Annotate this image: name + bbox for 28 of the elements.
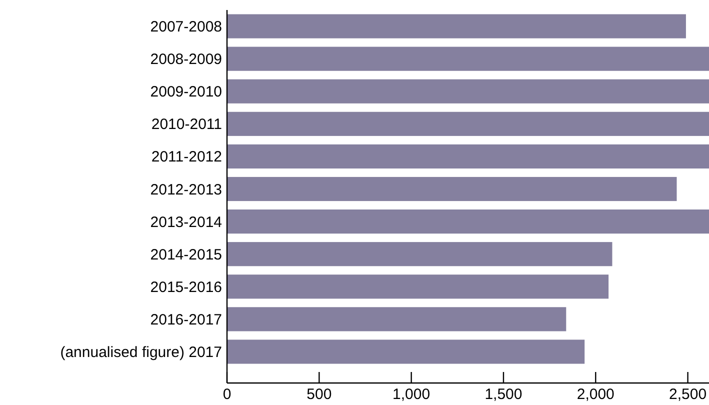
bar	[227, 242, 612, 266]
y-tick-label: 2007-2008	[150, 18, 222, 36]
y-tick-label: (annualised figure) 2017	[60, 344, 222, 361]
bar	[227, 79, 709, 104]
x-tick-label: 0	[222, 386, 232, 403]
y-tick-label: 2016-2017	[150, 311, 222, 328]
x-tick-label: 1,500	[484, 386, 522, 403]
bar	[227, 176, 677, 202]
bar	[227, 112, 709, 136]
bar	[227, 274, 609, 299]
y-tick-label: 2015-2016	[150, 278, 222, 296]
y-tick-label: 2012-2013	[150, 181, 222, 198]
x-tick-label: 1,000	[392, 386, 430, 403]
bar	[227, 14, 686, 38]
bar	[227, 340, 585, 364]
x-tick-label: 500	[306, 386, 332, 403]
y-tick-label: 2011-2012	[151, 148, 222, 166]
y-tick-label: 2008-2009	[150, 51, 222, 68]
y-tick-label: 2013-2014	[150, 214, 222, 231]
bar	[227, 46, 709, 71]
x-tick-label: 2,000	[576, 386, 614, 403]
y-tick-label: 2010-2011	[151, 116, 222, 134]
bar	[227, 210, 709, 234]
y-tick-label: 2009-2010	[150, 84, 222, 101]
x-tick-label: 2,500	[669, 386, 707, 403]
bar	[227, 307, 566, 332]
bar	[227, 144, 709, 168]
y-tick-label: 2014-2015	[150, 246, 222, 264]
